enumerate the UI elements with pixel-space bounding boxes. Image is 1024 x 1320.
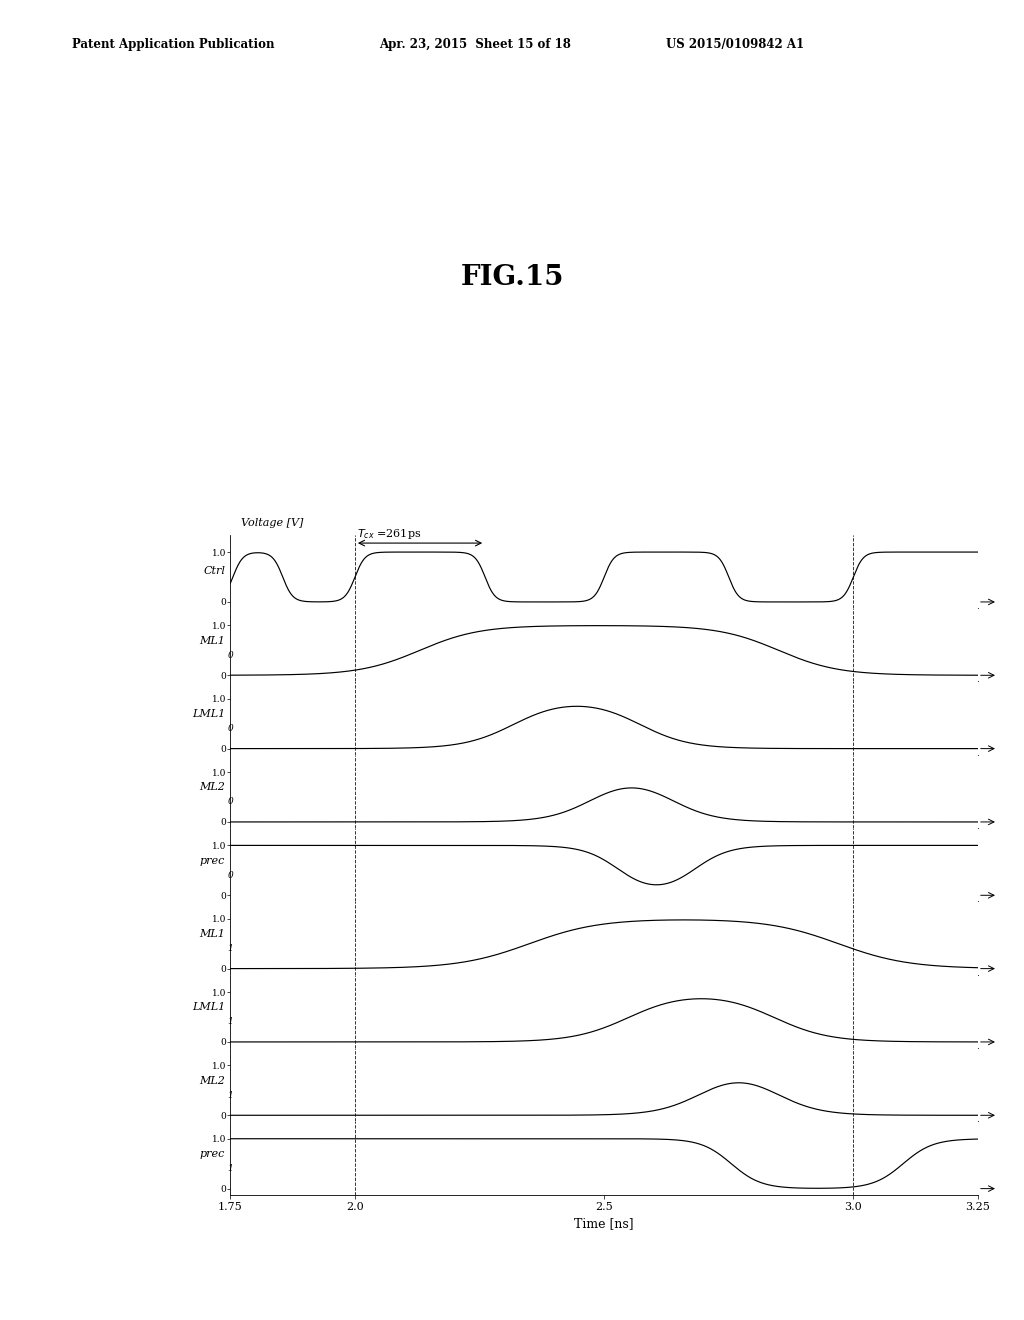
Text: prec: prec <box>200 1148 225 1159</box>
Text: ML1: ML1 <box>200 929 225 939</box>
Text: 1: 1 <box>227 1164 233 1173</box>
Text: ML2: ML2 <box>200 1076 225 1085</box>
Text: 0: 0 <box>227 797 233 807</box>
Text: ML1: ML1 <box>200 636 225 645</box>
Text: Voltage [V]: Voltage [V] <box>241 517 303 528</box>
Text: Apr. 23, 2015  Sheet 15 of 18: Apr. 23, 2015 Sheet 15 of 18 <box>379 38 570 51</box>
Text: FIG.15: FIG.15 <box>460 264 564 290</box>
Text: $\mathit{T}_{cx}$ =261ps: $\mathit{T}_{cx}$ =261ps <box>357 527 422 541</box>
Text: 0: 0 <box>227 651 233 660</box>
Text: Ctrl: Ctrl <box>204 566 225 577</box>
Text: prec: prec <box>200 855 225 866</box>
X-axis label: Time [ns]: Time [ns] <box>574 1217 634 1230</box>
Text: LML1: LML1 <box>193 1002 225 1012</box>
Text: LML1: LML1 <box>193 709 225 719</box>
Text: 1: 1 <box>227 1090 233 1100</box>
Text: ML2: ML2 <box>200 783 225 792</box>
Text: 1: 1 <box>227 1018 233 1027</box>
Text: 1: 1 <box>227 944 233 953</box>
Text: US 2015/0109842 A1: US 2015/0109842 A1 <box>666 38 804 51</box>
Text: Patent Application Publication: Patent Application Publication <box>72 38 274 51</box>
Text: 0: 0 <box>227 871 233 879</box>
Text: 0: 0 <box>227 723 233 733</box>
